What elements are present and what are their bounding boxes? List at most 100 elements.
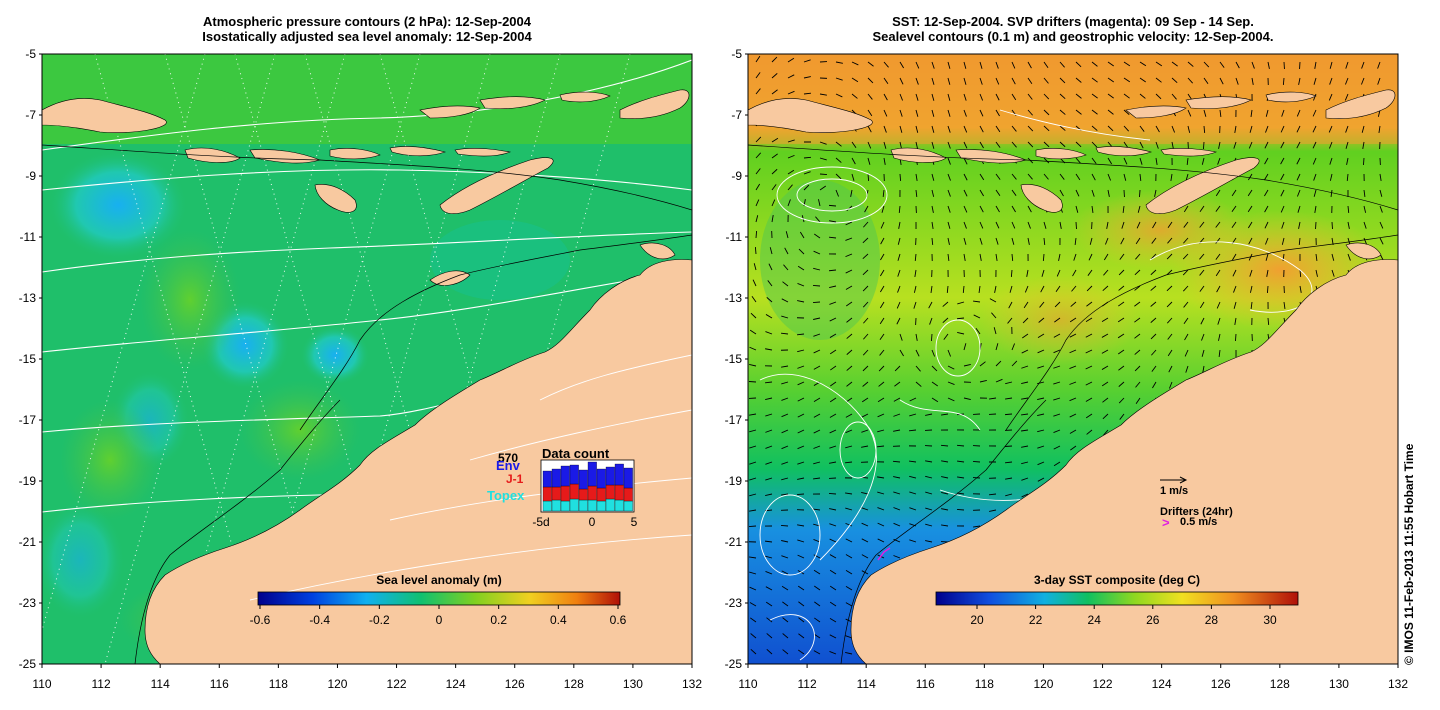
velocity-arrow — [845, 618, 853, 623]
velocity-arrow — [1166, 301, 1173, 308]
velocity-arrow — [1021, 397, 1029, 400]
velocity-arrow — [835, 173, 842, 180]
velocity-arrow — [1118, 365, 1125, 371]
velocity-arrow — [751, 296, 757, 303]
velocity-arrow — [846, 349, 853, 355]
velocity-arrow — [1378, 125, 1381, 133]
velocity-arrow — [1069, 413, 1077, 418]
right-lat-tick: -7 — [731, 108, 742, 122]
velocity-arrow — [1021, 477, 1029, 481]
data-count-bar-j1 — [587, 485, 597, 501]
velocity-arrow — [915, 189, 918, 198]
velocity-arrow — [915, 381, 922, 387]
velocity-arrow — [963, 189, 968, 197]
velocity-arrow — [995, 109, 1000, 117]
velocity-arrow — [894, 381, 901, 387]
velocity-arrow — [755, 152, 762, 159]
velocity-arrow — [1298, 77, 1301, 85]
velocity-arrow — [1075, 141, 1082, 148]
velocity-arrow — [845, 429, 853, 434]
velocity-arrow — [787, 139, 795, 143]
velocity-arrow — [1009, 285, 1013, 293]
left-lat-tick: -11 — [20, 230, 37, 244]
velocity-arrow — [1187, 61, 1194, 67]
velocity-arrow — [749, 429, 757, 433]
velocity-arrow — [1282, 77, 1285, 86]
velocity-arrow — [861, 492, 869, 495]
velocity-arrow — [915, 365, 921, 372]
velocity-arrow — [1069, 429, 1077, 434]
velocity-arrow — [1151, 349, 1157, 356]
velocity-arrow — [1075, 173, 1081, 181]
velocity-arrow — [1235, 333, 1237, 342]
velocity-arrow — [941, 476, 949, 479]
velocity-arrow — [1102, 413, 1109, 420]
velocity-arrow — [1011, 173, 1017, 180]
velocity-arrow — [1201, 157, 1205, 165]
velocity-arrow — [1053, 349, 1061, 354]
velocity-arrow — [909, 507, 917, 511]
velocity-arrow — [1266, 269, 1269, 277]
velocity-arrow — [748, 381, 757, 383]
velocity-arrow — [882, 189, 885, 198]
velocity-arrow — [861, 413, 869, 418]
velocity-arrow — [1315, 269, 1318, 277]
velocity-arrow — [771, 153, 778, 159]
velocity-arrow — [1053, 397, 1061, 401]
velocity-arrow — [1043, 141, 1050, 148]
velocity-arrow — [1069, 333, 1077, 338]
velocity-arrow — [828, 269, 837, 272]
velocity-arrow — [947, 381, 955, 385]
velocity-arrow — [947, 77, 951, 85]
velocity-arrow — [1085, 381, 1093, 386]
velocity-arrow — [1312, 157, 1317, 165]
velocity-arrow — [829, 220, 837, 223]
velocity-arrow — [851, 93, 858, 99]
velocity-arrow — [803, 171, 811, 175]
sla-colorbar-ticks: -0.6 -0.4 -0.2 0 0.2 0.4 0.6 — [250, 605, 627, 627]
velocity-arrow — [1059, 109, 1066, 115]
velocity-arrow — [1155, 125, 1160, 133]
velocity-arrow — [781, 381, 789, 385]
velocity-arrow — [1249, 285, 1253, 293]
sst-colorbar-tick: 26 — [1146, 613, 1160, 627]
velocity-arrow — [771, 215, 774, 223]
velocity-arrow — [863, 333, 869, 340]
velocity-arrow — [1123, 61, 1131, 67]
velocity-arrow — [767, 280, 773, 287]
velocity-arrow — [781, 461, 789, 465]
velocity-arrow — [1154, 189, 1157, 197]
velocity-arrow — [1134, 285, 1141, 291]
right-lon-tick: 124 — [1152, 677, 1172, 691]
velocity-arrow — [1171, 93, 1177, 100]
velocity-arrow — [771, 184, 777, 191]
velocity-arrow — [915, 61, 920, 69]
velocity-arrow — [781, 555, 789, 559]
velocity-arrow — [1117, 317, 1125, 323]
velocity-arrow — [1038, 317, 1045, 323]
velocity-arrow — [883, 157, 886, 165]
data-count-bar-env — [569, 464, 579, 485]
velocity-arrow — [783, 264, 789, 271]
right-lon-tick: 112 — [798, 677, 817, 691]
velocity-arrow — [829, 601, 837, 607]
drifter-scale-label: 0.5 m/s — [1180, 516, 1217, 528]
velocity-arrow — [931, 141, 935, 149]
velocity-arrow — [880, 237, 885, 245]
velocity-arrow — [1119, 253, 1125, 260]
velocity-arrow — [1171, 77, 1178, 84]
velocity-arrow — [1150, 317, 1157, 323]
velocity-arrow — [1027, 109, 1033, 116]
velocity-arrow — [1053, 413, 1061, 417]
velocity-arrow — [1059, 125, 1066, 131]
velocity-legend: 1 m/s Drifters (24hr) > 0.5 m/s — [1160, 476, 1233, 530]
velocity-arrow — [813, 477, 821, 480]
velocity-arrow — [797, 554, 805, 559]
velocity-arrow — [931, 205, 934, 213]
right-lat-tick: -25 — [725, 657, 743, 671]
velocity-arrow — [771, 199, 776, 207]
velocity-arrow — [1377, 77, 1381, 85]
velocity-arrow — [1107, 77, 1115, 83]
velocity-arrow — [1008, 301, 1013, 309]
data-count-bar-env — [605, 466, 615, 486]
